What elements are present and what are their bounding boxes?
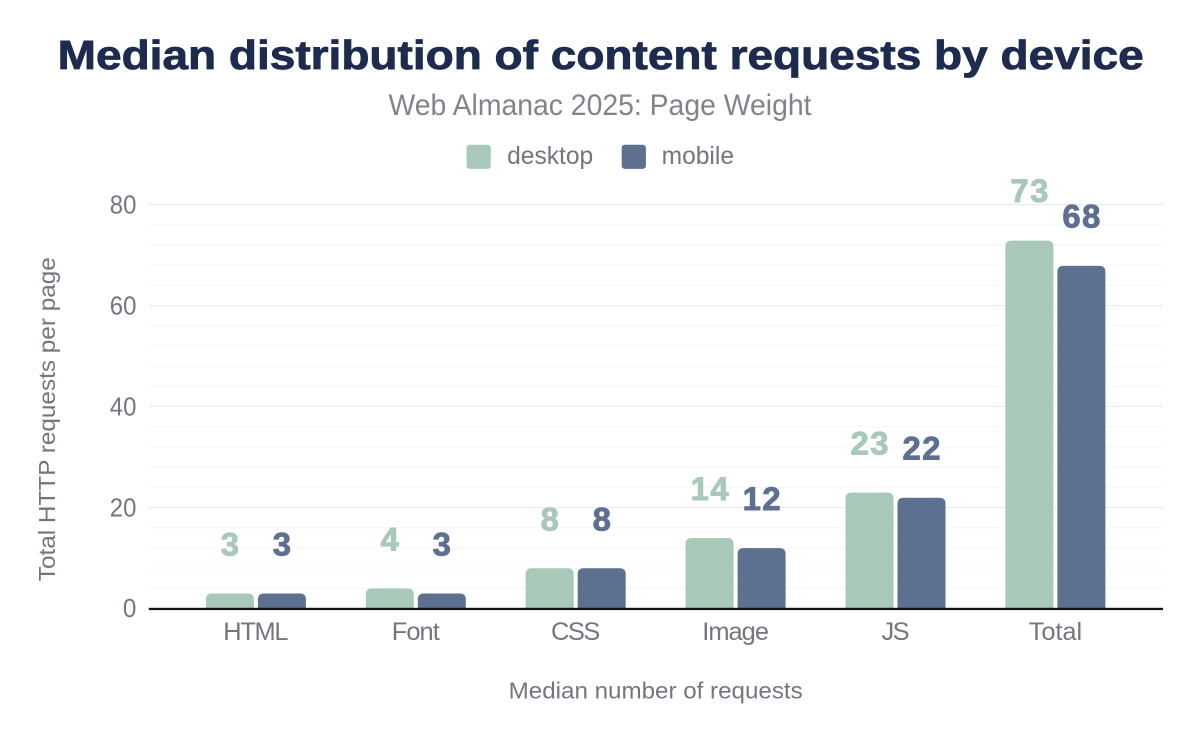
svg-text:4: 4 [381,521,400,558]
svg-text:22: 22 [903,430,941,467]
svg-text:Total HTTP requests per page: Total HTTP requests per page [34,257,60,581]
svg-text:14: 14 [691,470,730,507]
svg-text:12: 12 [743,480,781,517]
svg-text:3: 3 [433,526,451,563]
svg-text:mobile: mobile [662,143,734,170]
svg-text:Median number of requests: Median number of requests [509,678,803,704]
svg-text:Median distribution of content: Median distribution of content requests … [58,32,1144,78]
svg-text:CSS: CSS [551,618,600,646]
svg-text:Image: Image [702,618,769,646]
svg-text:8: 8 [593,500,611,537]
svg-text:80: 80 [110,189,137,219]
svg-text:73: 73 [1010,172,1048,209]
svg-text:Font: Font [392,618,440,646]
svg-text:JS: JS [882,618,910,646]
svg-text:Web Almanac 2025: Page Weight: Web Almanac 2025: Page Weight [389,89,813,122]
svg-text:68: 68 [1062,197,1100,234]
svg-text:0: 0 [123,593,137,623]
svg-text:Total: Total [1029,618,1082,646]
svg-text:60: 60 [110,290,137,320]
svg-text:desktop: desktop [507,143,593,170]
svg-text:3: 3 [221,526,239,563]
svg-text:HTML: HTML [223,618,288,646]
svg-text:23: 23 [851,425,889,462]
svg-text:8: 8 [541,500,559,537]
svg-text:3: 3 [273,526,291,563]
svg-text:40: 40 [110,391,137,421]
svg-text:20: 20 [110,492,137,522]
